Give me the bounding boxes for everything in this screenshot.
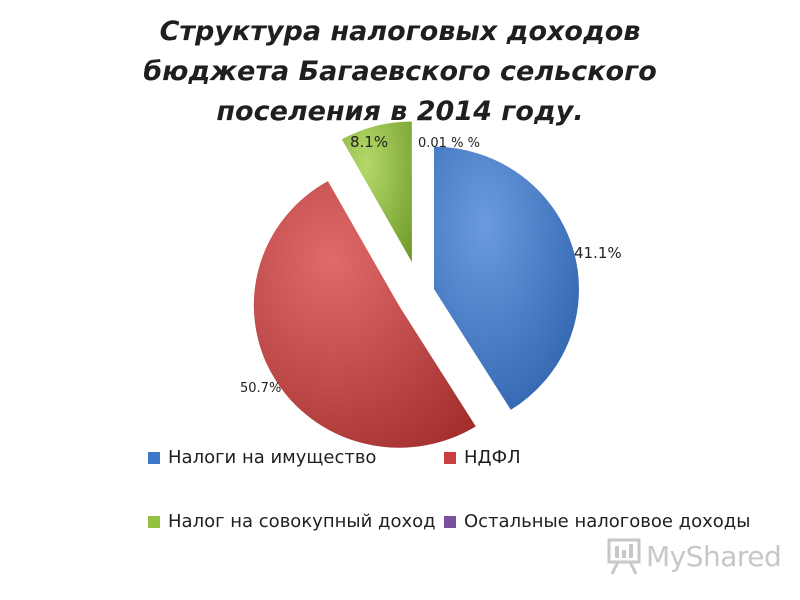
pie-slice-ndfl: [252, 179, 478, 449]
watermark-text: MyShared: [646, 539, 782, 573]
pie-slice-ostalnye: [419, 131, 422, 276]
data-label-ndfl: 50.7%: [240, 381, 282, 396]
data-label-imushchestvo: 41.1%: [574, 244, 622, 262]
chart-title-line-1: Структура налоговых доходов: [159, 16, 641, 47]
data-label-ostalnye: 0.01 % %: [418, 136, 480, 151]
watermark: MyShared: [606, 536, 782, 576]
pie-slice-sovokupny: [340, 120, 413, 266]
pie-slice-imushchestvo: [432, 145, 580, 412]
chart-title: Структура налоговых доходов бюджета Бага…: [100, 12, 700, 132]
presentation-board-icon: [607, 538, 641, 575]
data-label-sovokupny: 8.1%: [350, 133, 389, 151]
chart-title-line-2: бюджета Багаевского сельского: [143, 56, 657, 87]
